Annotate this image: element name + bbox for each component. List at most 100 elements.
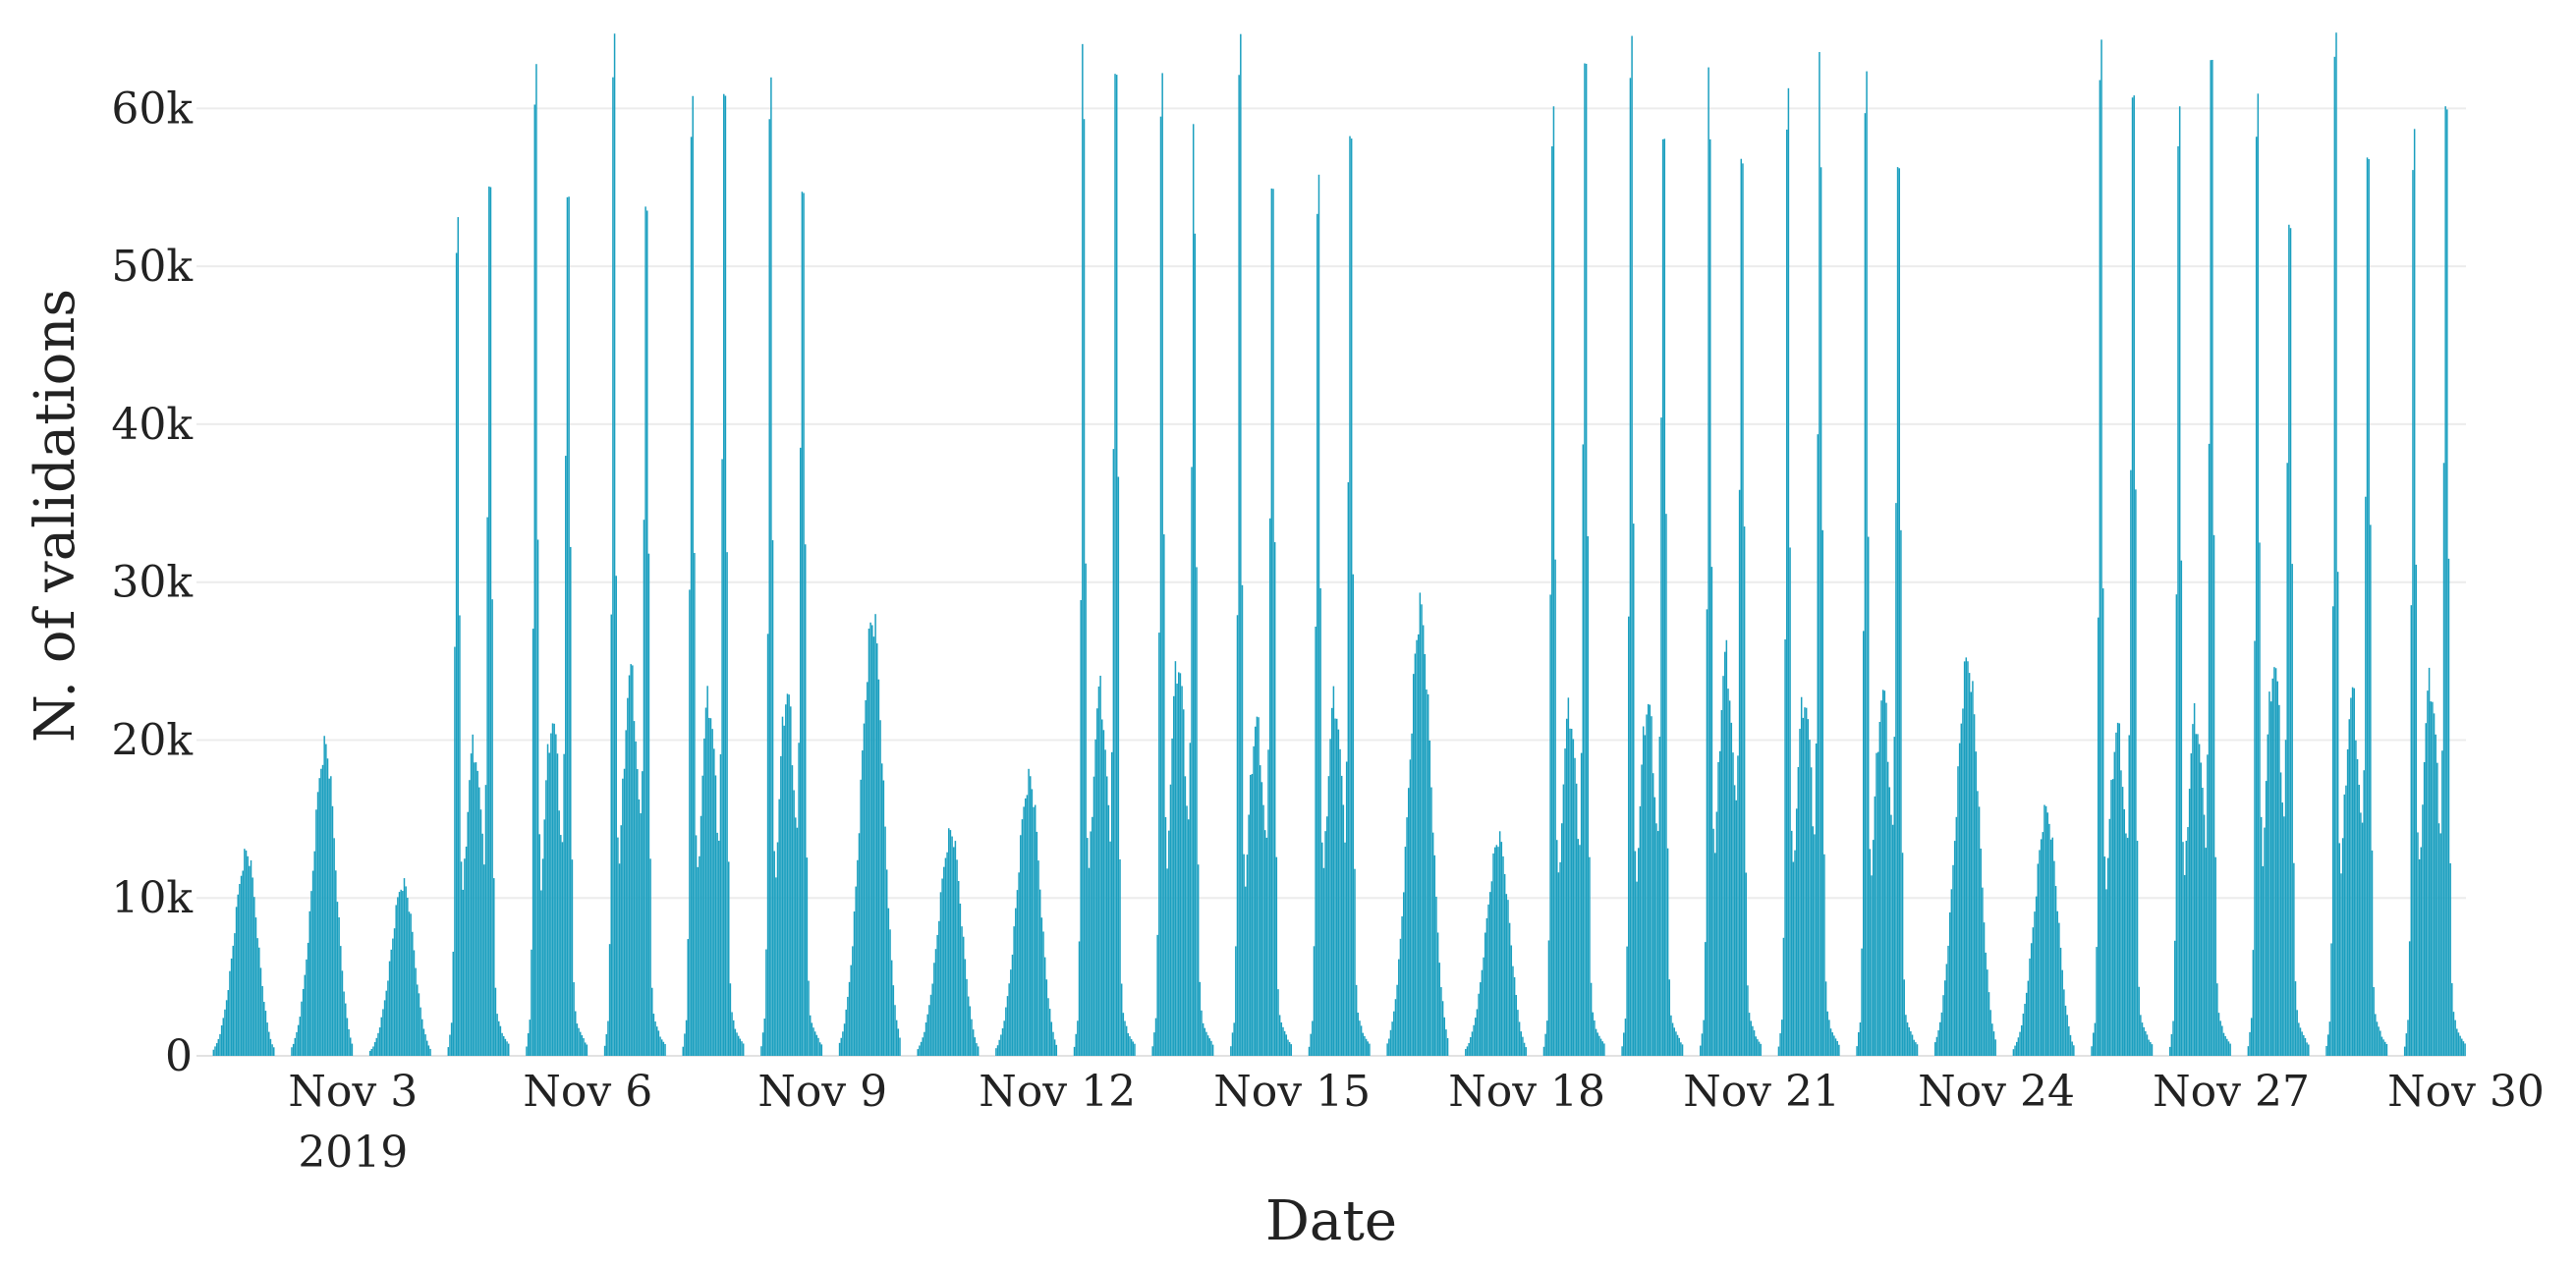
bar	[1230, 1046, 1232, 1056]
bar	[2358, 785, 2360, 1056]
bar	[867, 682, 868, 1056]
bar	[798, 743, 800, 1056]
bar	[706, 686, 708, 1056]
bar	[400, 889, 402, 1056]
bar	[1570, 729, 1573, 1056]
bar	[531, 949, 532, 1056]
bar	[2229, 1043, 2231, 1056]
bar	[1023, 806, 1025, 1056]
bar	[2198, 744, 2201, 1056]
bar	[2382, 1039, 2384, 1056]
bar	[1263, 830, 1266, 1056]
bar	[1171, 738, 1173, 1056]
bar	[1823, 854, 1825, 1056]
bar	[2350, 697, 2352, 1056]
bar	[1720, 709, 1723, 1056]
bar	[946, 852, 948, 1056]
bar	[644, 206, 646, 1056]
bar	[1676, 1034, 1679, 1056]
bar	[550, 733, 552, 1056]
bar	[308, 910, 310, 1056]
bar	[838, 1042, 841, 1056]
bar	[1871, 875, 1873, 1056]
bar	[1321, 842, 1323, 1056]
x-axis-title: Date	[1265, 1189, 1397, 1253]
bar	[697, 866, 699, 1056]
bar	[2202, 787, 2204, 1056]
bar	[1182, 709, 1185, 1056]
bar	[1743, 526, 1746, 1056]
bar	[2384, 1041, 2386, 1056]
bar	[348, 1028, 350, 1056]
bar	[297, 1024, 300, 1056]
bar	[225, 1000, 228, 1056]
bar	[561, 842, 564, 1056]
bar	[321, 764, 324, 1056]
bar	[1088, 867, 1091, 1056]
bar	[1556, 840, 1558, 1056]
bar	[922, 1037, 924, 1056]
bar	[2051, 837, 2053, 1056]
bar	[1055, 1044, 1058, 1056]
bar	[2274, 668, 2277, 1056]
bar	[383, 1000, 386, 1056]
bar	[237, 894, 239, 1056]
bar	[372, 1046, 374, 1056]
bar	[1208, 1038, 1211, 1056]
bar	[1406, 817, 1408, 1056]
bar	[1603, 1043, 1605, 1056]
bar	[1337, 729, 1340, 1056]
bar	[1092, 776, 1095, 1056]
bar	[1554, 559, 1556, 1056]
bar	[250, 859, 252, 1056]
bar	[998, 1039, 1000, 1056]
bar	[2420, 847, 2423, 1056]
bar	[1940, 1012, 1943, 1056]
bar	[2110, 780, 2112, 1056]
bar	[2301, 1031, 2303, 1056]
bar	[1575, 783, 1578, 1056]
bar	[2346, 748, 2349, 1056]
bar	[2136, 841, 2139, 1056]
bar	[613, 33, 616, 1057]
bar	[1681, 1044, 1684, 1056]
bar	[1075, 1033, 1077, 1056]
bar	[1013, 926, 1015, 1056]
bar	[2299, 1027, 2302, 1056]
bar	[640, 813, 642, 1056]
bar	[296, 1031, 298, 1056]
bar	[1985, 952, 1987, 1056]
bar	[1831, 1032, 1833, 1056]
bar	[1238, 75, 1240, 1057]
bar	[457, 217, 460, 1057]
bar	[1549, 594, 1551, 1056]
bar	[1592, 1012, 1595, 1056]
bar	[2017, 1037, 2020, 1056]
bar	[424, 1034, 426, 1056]
bar	[232, 945, 235, 1056]
bar	[2341, 838, 2344, 1056]
bar	[1960, 723, 1963, 1056]
bar	[476, 770, 478, 1056]
bar	[2436, 762, 2438, 1056]
bar	[1349, 136, 1351, 1056]
bar	[690, 137, 693, 1056]
bar	[1409, 759, 1412, 1056]
bar	[1205, 1031, 1207, 1056]
bar	[1784, 638, 1786, 1056]
bar	[402, 891, 404, 1056]
bar	[791, 765, 794, 1056]
bar	[1713, 853, 1716, 1056]
bar	[489, 187, 492, 1056]
bar	[375, 1037, 378, 1056]
bar	[583, 1038, 585, 1056]
bar	[1114, 74, 1116, 1056]
bar	[1755, 1036, 1757, 1056]
bar	[1742, 163, 1744, 1057]
bar	[464, 858, 466, 1056]
bar	[608, 944, 611, 1056]
bar	[1513, 976, 1516, 1056]
bar	[1512, 965, 1514, 1056]
bar	[727, 861, 730, 1056]
bar	[2035, 896, 2038, 1056]
